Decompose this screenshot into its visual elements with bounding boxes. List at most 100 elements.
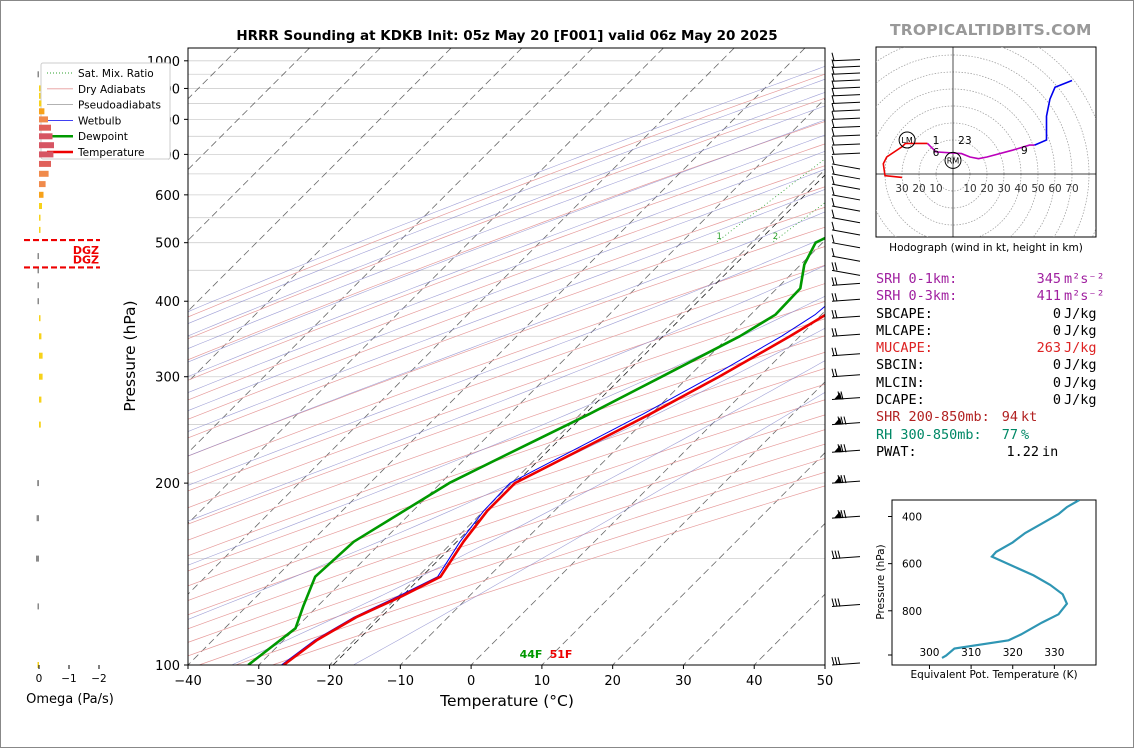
wind-barb	[831, 248, 861, 262]
param-label: PWAT:	[876, 443, 917, 460]
moist-adiabat	[353, 392, 825, 665]
param-row: PWAT: 1.22 in	[876, 444, 1116, 461]
y-tick-label: 600	[155, 189, 180, 204]
wind-barb	[831, 119, 861, 129]
moist-adiabat	[188, 295, 825, 566]
wind-barb	[831, 550, 861, 560]
wind-barb-shaft	[831, 125, 861, 129]
wind-barb-shaft	[831, 94, 861, 97]
param-label: MLCAPE:	[876, 322, 933, 339]
param-row: MUCAPE: 263 J/kg	[876, 340, 1116, 357]
y-tick-label: 100	[155, 659, 180, 674]
wind-barb	[831, 128, 861, 137]
param-label: SRH 0-3km:	[876, 288, 958, 305]
param-unit: J/kg	[1064, 322, 1097, 339]
x-tick-label: 10	[534, 674, 551, 689]
param-row: MLCIN: 0 J/kg	[876, 375, 1116, 392]
param-value: 0	[1052, 305, 1061, 322]
dry-adiabat	[188, 351, 825, 572]
param-value: 345	[1036, 271, 1061, 287]
hodograph-segment	[882, 142, 928, 179]
hodograph-ring-label: 20	[912, 183, 925, 195]
wind-barb-feather	[834, 328, 838, 337]
wind-barb-feather	[837, 416, 841, 425]
wind-barb-feather	[843, 416, 847, 425]
wind-barb-shaft	[831, 255, 861, 262]
hodograph-ring-label: 50	[1031, 183, 1044, 195]
param-row: SHR 200-850mb: 94 kt	[876, 409, 1116, 426]
param-row: DCAPE: 0 J/kg	[876, 392, 1116, 409]
wind-barb-feather	[831, 221, 835, 231]
parameters-panel: SRH 0-1km: 345 m²s⁻² SRH 0-3km: 411 m²s⁻² SBCA…	[876, 271, 1116, 461]
omega-bar	[39, 92, 41, 99]
wind-barb-feather	[831, 197, 835, 207]
wind-barb-feather	[831, 176, 835, 185]
hodograph-ring-label: 60	[1048, 183, 1061, 195]
isotherm-line	[541, 381, 825, 665]
wind-barb-shaft	[831, 229, 861, 236]
wind-barb-shaft	[831, 183, 861, 190]
storm-motion-label: LM	[901, 136, 912, 145]
legend-label: Sat. Mix. Ratio	[78, 68, 154, 80]
omega-bar	[37, 298, 39, 305]
dry-adiabat	[188, 399, 825, 616]
dry-adiabat	[188, 206, 825, 439]
wind-barb	[831, 234, 861, 249]
param-value: 94	[1001, 409, 1018, 426]
x-tick-label: −10	[387, 674, 414, 689]
wind-barb	[831, 262, 861, 276]
mixing-ratio-label: 4	[833, 232, 838, 242]
wind-barb	[831, 186, 861, 201]
wind-barb-feather	[837, 598, 841, 607]
thetae-x-tick-label: 320	[1003, 647, 1023, 659]
thetae-profile	[941, 500, 1080, 659]
wind-barb-feather	[831, 209, 835, 218]
omega-bar	[37, 267, 39, 274]
hodograph-height-label: 3	[965, 135, 972, 147]
param-unit: J/kg	[1064, 392, 1097, 409]
legend-label: Dewpoint	[78, 131, 128, 143]
omega-bar	[39, 181, 46, 188]
moist-adiabat	[188, 66, 825, 312]
wind-barb-feather	[831, 95, 835, 104]
dgz-label: DGZ	[73, 244, 99, 257]
hodograph-ring-label: 70	[1065, 183, 1078, 195]
mixing-ratio-label: 1	[716, 232, 721, 242]
thetae-frame	[891, 499, 1097, 666]
legend-label: Pseudoadiabats	[78, 100, 161, 112]
hodograph-height-label: 2	[958, 135, 965, 147]
wind-barb-shaft	[831, 269, 861, 276]
hodograph: 30 20 10 10 20 30 40 50 60 70 1 2 3 6 9 LM RM	[876, 47, 1096, 237]
wind-barb	[831, 310, 861, 319]
moist-adiabat	[188, 92, 825, 337]
wind-barb-feather	[831, 310, 835, 319]
omega-bar	[36, 555, 39, 562]
isotherm-line	[258, 98, 825, 665]
wind-barb-feather	[834, 550, 838, 559]
dry-adiabat	[188, 383, 825, 601]
param-unit: m²s⁻²	[1064, 288, 1105, 305]
x-tick-label: −30	[245, 674, 272, 689]
omega-bar	[39, 421, 41, 428]
wind-barb-feather	[834, 262, 838, 271]
wind-barb-feather	[843, 444, 847, 453]
wind-barb-shaft	[831, 101, 861, 104]
hodograph-caption: Hodograph (wind in kt, height in km)	[889, 242, 1083, 254]
moist-adiabat	[188, 78, 825, 324]
dry-adiabat	[188, 226, 825, 457]
omega-bar	[39, 203, 42, 209]
param-label: SRH 0-1km:	[876, 271, 958, 287]
thetae-y-tick-label: 800	[902, 606, 922, 618]
storm-motion-marker	[898, 131, 916, 149]
thetae-x-label: Equivalent Pot. Temperature (K)	[910, 669, 1077, 681]
dry-adiabat	[188, 335, 825, 557]
wind-barb	[831, 656, 861, 666]
y-tick-label: 500	[155, 237, 180, 252]
wind-barb	[831, 146, 861, 155]
omega-bar	[39, 352, 43, 359]
omega-bar	[39, 170, 49, 177]
omega-bar	[37, 253, 39, 260]
reference-dashed-line	[332, 174, 825, 665]
wind-barb	[831, 197, 861, 212]
param-unit: in	[1042, 443, 1059, 460]
